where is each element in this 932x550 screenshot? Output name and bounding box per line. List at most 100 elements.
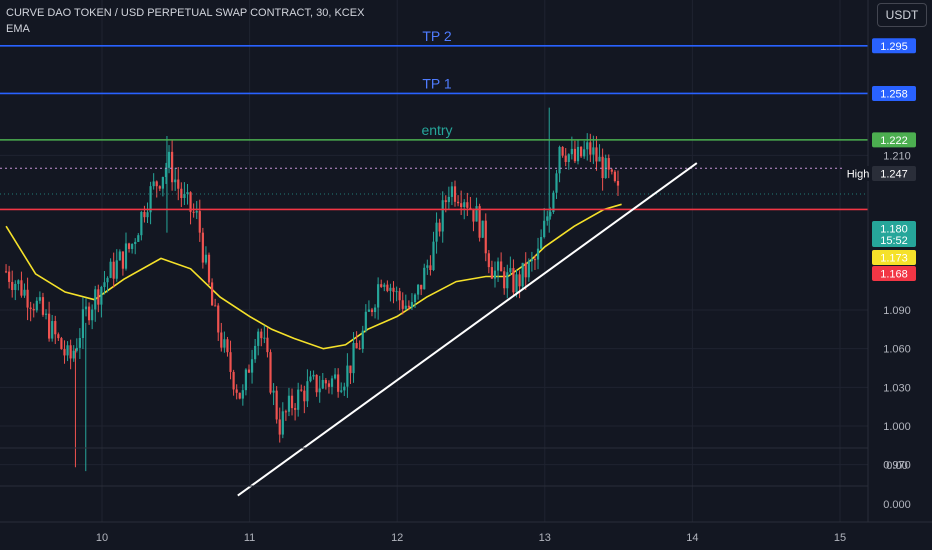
candle-body [370,309,374,313]
candle-body [481,220,484,238]
price-tag-stop [872,266,916,281]
candle-body [115,260,118,279]
candle-body [309,376,312,382]
candle-body [361,330,364,349]
candle-body [75,347,78,351]
candle-body [278,419,281,435]
candle-body [583,149,586,157]
candle-body [66,345,69,356]
candle-body [417,284,420,295]
candle-body [330,378,334,387]
y-tick-label: 0.970 [883,460,911,472]
x-tick-label: 13 [539,532,551,544]
candle-body [423,267,426,290]
currency-button[interactable]: USDT [877,3,927,27]
candle-body [232,371,235,390]
candle-body [54,321,57,335]
x-tick-label: 10 [96,532,108,544]
level-label: entry [421,122,452,138]
candle-body [503,271,506,289]
y-tick-label: 1.030 [883,382,911,394]
candle-body [241,390,244,399]
candle-body [51,321,54,339]
candle-body [63,349,66,356]
candle-body [432,241,435,270]
candle-body [177,179,180,189]
candle-body [490,267,494,279]
candle-body [97,289,100,305]
trendline[interactable] [237,162,698,497]
candle-body [358,348,361,350]
candle-body [247,369,251,373]
candle-body [244,369,248,391]
indicator-label[interactable]: EMA [6,23,30,35]
candle-body [389,287,392,291]
candle-body [518,274,521,287]
candle-body [364,311,367,331]
chart-grid [0,0,868,522]
candle-body [500,261,503,272]
candle-body [607,158,610,170]
candle-body [521,262,524,287]
candle-body [512,268,515,293]
price-tag-entry [872,132,916,148]
candle-body [69,345,72,359]
candle-body [94,289,97,310]
time-axis[interactable]: 10 11 12 13 14 15 [96,532,846,544]
candle-body [118,251,121,261]
candle-body [294,408,297,410]
candle-body [257,331,260,346]
candle-body [195,211,198,213]
candle-body [87,306,91,321]
candle-body [533,259,537,261]
candle-body [349,365,352,374]
candle-body [493,270,497,279]
candle-body [57,334,60,339]
candle-body [269,352,272,393]
chart-title: CURVE DAO TOKEN / USD PERPETUAL SWAP CON… [6,7,365,19]
high-marker-label: High [847,169,870,181]
candle-body [447,196,450,203]
candle-body [8,271,11,282]
price-tag-label: 1.173 [880,253,908,265]
candle-body [475,206,478,222]
x-tick-label: 11 [244,532,255,544]
candle-body [444,200,447,203]
price-tag-countdown: 15:52 [880,235,908,247]
candle-body [613,171,617,181]
candle-body [570,148,573,155]
candle-body [140,211,143,236]
candle-body [78,337,81,348]
price-tag-label: 1.222 [880,135,908,147]
price-tag-label: 1.258 [880,88,908,100]
candle-body [297,389,300,410]
lower-pane-label: 0.00 [886,460,907,472]
candle-body [463,202,466,207]
candle-body [401,300,404,309]
candle-body [509,268,512,273]
candle-body [275,390,278,420]
candle-body [441,200,444,232]
candle-body [171,151,174,183]
candle-body [426,265,429,268]
candle-body [20,280,23,296]
candle-body [564,155,567,162]
candle-body [287,395,291,412]
high-marker-box [843,166,873,181]
candle-body [210,282,214,306]
candle-body [100,286,103,305]
candle-body [29,307,32,309]
ema-line [5,203,622,350]
price-tag-label: 1.168 [880,269,908,281]
candle-body [601,156,604,179]
candle-body [450,186,454,197]
candle-body [456,201,460,204]
candle-body [229,352,232,372]
candle-body [413,294,417,303]
candle-body [250,359,254,373]
candle-body [355,342,358,349]
candle-body [524,262,527,278]
candle-body [610,169,613,172]
